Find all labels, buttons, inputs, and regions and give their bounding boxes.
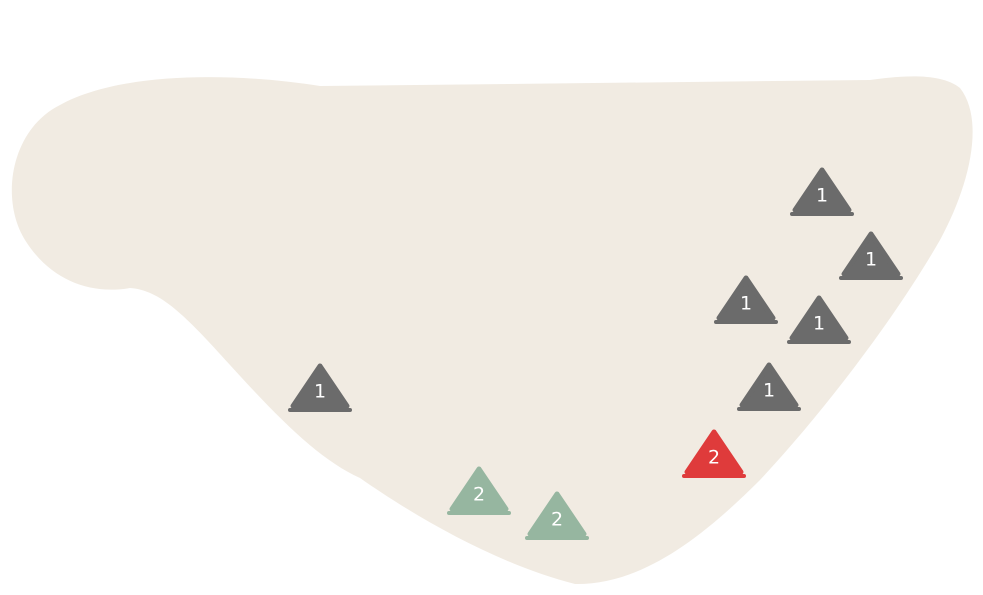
piece-base [839, 276, 903, 280]
piece-base [787, 340, 851, 344]
piece-triangle-icon [739, 362, 799, 408]
piece-triangle-icon [789, 295, 849, 341]
piece-base [525, 536, 589, 540]
piece-base [790, 212, 854, 216]
piece-triangle-icon [716, 275, 776, 321]
piece-triangle-icon [841, 231, 901, 277]
piece-base [288, 408, 352, 412]
piece-player-p2[interactable]: 2 [525, 491, 589, 540]
piece-triangle-icon [684, 429, 744, 475]
piece-base [447, 511, 511, 515]
piece-base [714, 320, 778, 324]
piece-base [737, 407, 801, 411]
piece-triangle-icon [792, 167, 852, 213]
piece-triangle-icon [527, 491, 587, 537]
piece-triangle-icon [449, 466, 509, 512]
piece-triangle-icon [290, 363, 350, 409]
piece-base [682, 474, 746, 478]
